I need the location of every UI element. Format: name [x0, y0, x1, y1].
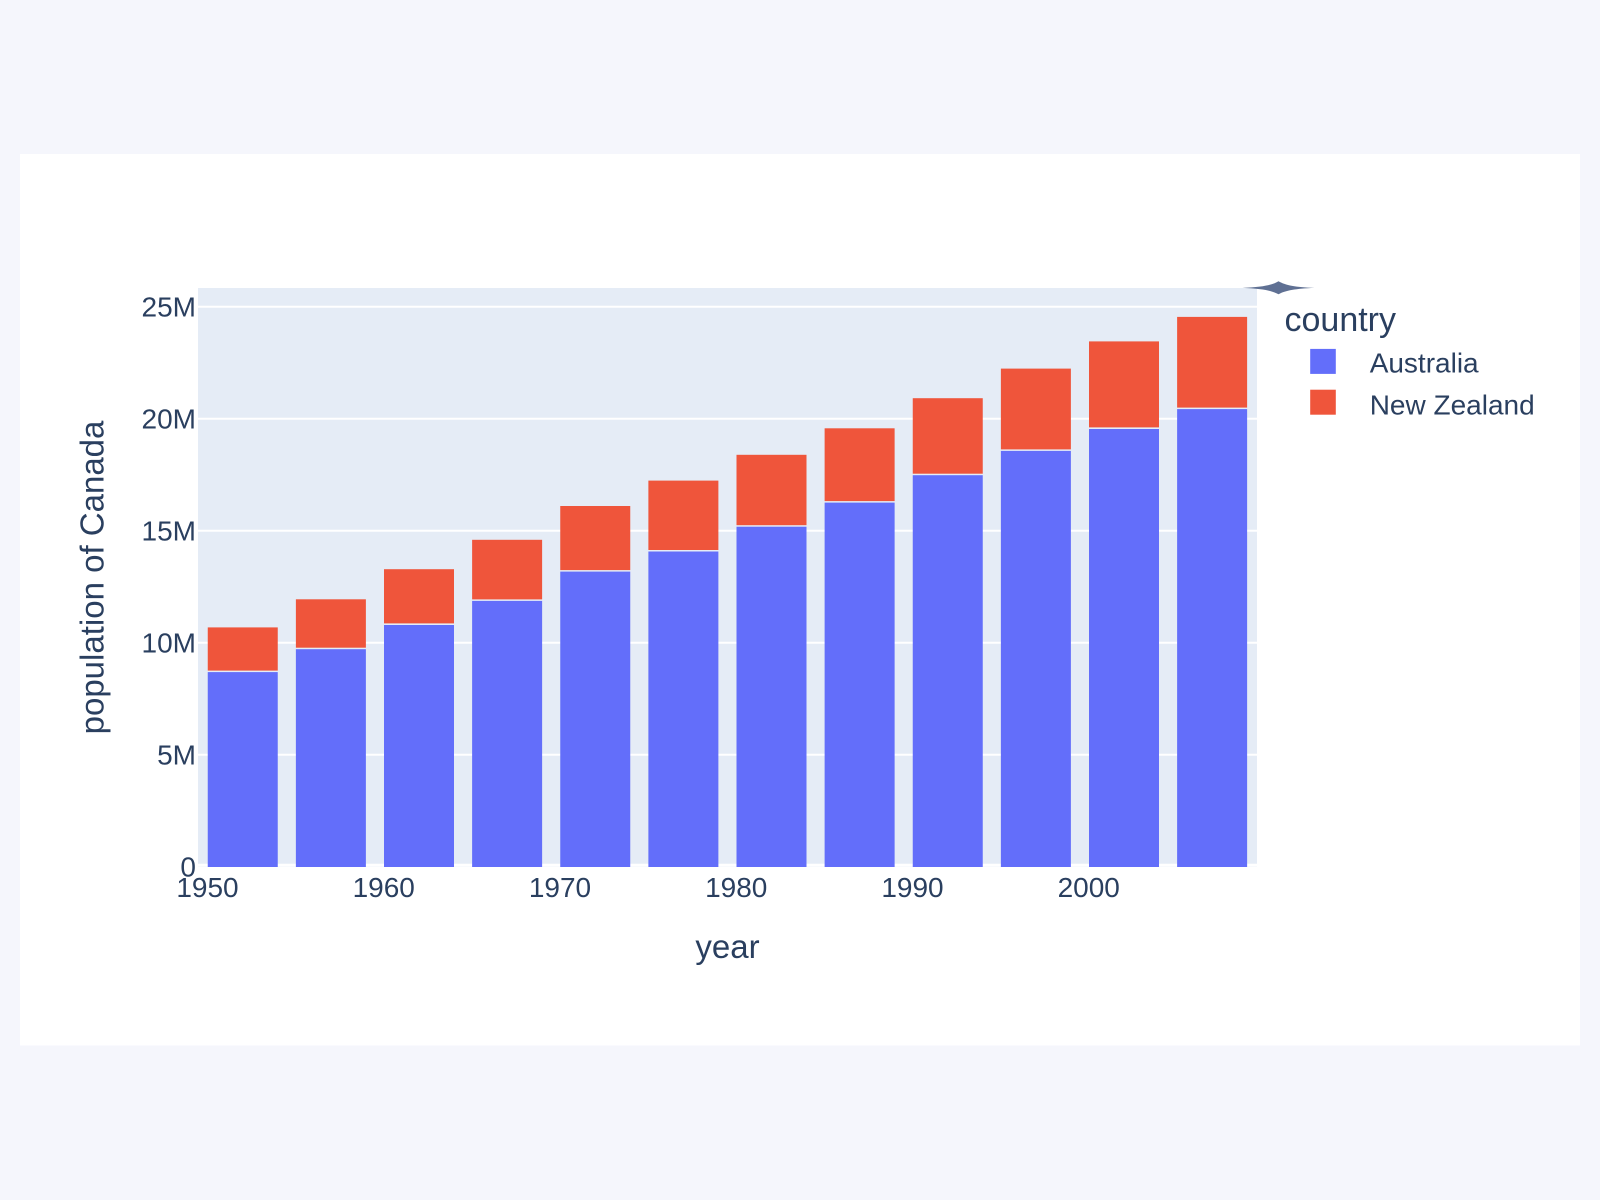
svg-text:2000: 2000	[1058, 872, 1120, 903]
svg-text:20M: 20M	[142, 404, 196, 435]
svg-text:15M: 15M	[142, 516, 196, 547]
svg-text:1960: 1960	[353, 872, 415, 903]
svg-text:year: year	[695, 928, 759, 965]
svg-text:1970: 1970	[529, 872, 591, 903]
svg-text:10M: 10M	[142, 628, 196, 659]
svg-text:population of Canada: population of Canada	[74, 420, 111, 734]
svg-text:New Zealand: New Zealand	[1370, 390, 1535, 421]
svg-text:country: country	[1285, 301, 1397, 339]
svg-text:1990: 1990	[881, 872, 943, 903]
svg-text:1980: 1980	[705, 872, 767, 903]
svg-text:5M: 5M	[157, 740, 196, 771]
svg-text:1950: 1950	[176, 872, 238, 903]
svg-text:25M: 25M	[142, 292, 196, 323]
svg-text:0: 0	[180, 852, 196, 883]
svg-text:Australia: Australia	[1370, 348, 1479, 379]
